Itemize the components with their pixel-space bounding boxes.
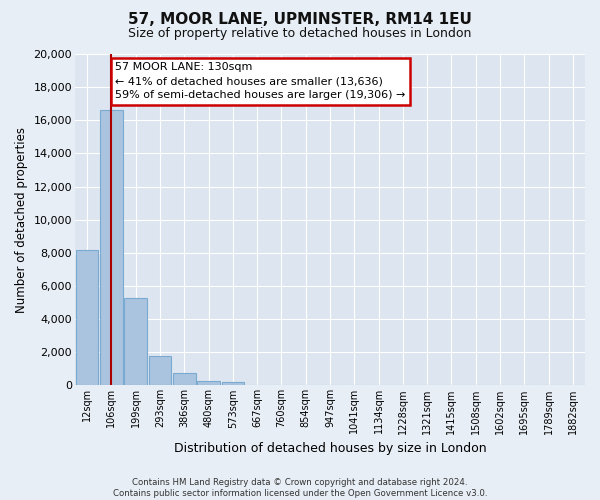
Text: 57, MOOR LANE, UPMINSTER, RM14 1EU: 57, MOOR LANE, UPMINSTER, RM14 1EU xyxy=(128,12,472,28)
Bar xyxy=(221,382,244,386)
Bar xyxy=(76,250,98,386)
Text: 57 MOOR LANE: 130sqm
← 41% of detached houses are smaller (13,636)
59% of semi-d: 57 MOOR LANE: 130sqm ← 41% of detached h… xyxy=(115,62,406,100)
X-axis label: Distribution of detached houses by size in London: Distribution of detached houses by size … xyxy=(173,442,486,455)
Text: Contains HM Land Registry data © Crown copyright and database right 2024.
Contai: Contains HM Land Registry data © Crown c… xyxy=(113,478,487,498)
Bar xyxy=(197,380,220,386)
Bar xyxy=(173,373,196,386)
Bar xyxy=(100,110,122,386)
Bar xyxy=(149,356,171,386)
Bar xyxy=(124,298,147,386)
Y-axis label: Number of detached properties: Number of detached properties xyxy=(15,126,28,312)
Text: Size of property relative to detached houses in London: Size of property relative to detached ho… xyxy=(128,28,472,40)
